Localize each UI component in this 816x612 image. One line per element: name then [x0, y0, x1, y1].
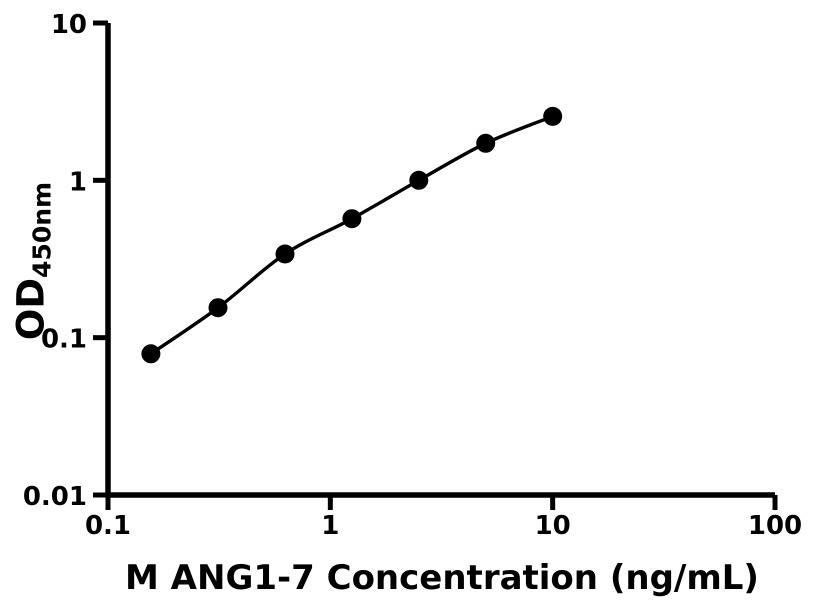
y-axis-title: OD450nm — [10, 182, 57, 340]
x-tick-label: 0.1 — [85, 511, 131, 541]
y-tick-label: 0.1 — [41, 325, 87, 355]
data-point — [275, 244, 295, 264]
x-tick-label: 1 — [321, 511, 339, 541]
x-tick-label: 100 — [748, 511, 802, 541]
data-point — [342, 209, 362, 229]
y-tick-label: 0.01 — [23, 482, 87, 512]
data-point — [543, 106, 563, 126]
data-point — [476, 133, 496, 153]
axes-spines — [105, 23, 775, 498]
standard-curve-line — [149, 114, 555, 356]
x-tick-label: 10 — [535, 511, 571, 541]
data-point — [208, 298, 228, 318]
y-tick-label: 10 — [51, 10, 87, 40]
y-axis-title-main: OD — [9, 277, 53, 341]
data-point — [409, 170, 429, 190]
data-point — [141, 344, 161, 364]
y-axis-title-subscript: 450nm — [27, 181, 57, 278]
x-axis-title: M ANG1-7 Concentration (ng/mL) — [125, 558, 759, 598]
y-tick-label: 1 — [69, 167, 87, 197]
